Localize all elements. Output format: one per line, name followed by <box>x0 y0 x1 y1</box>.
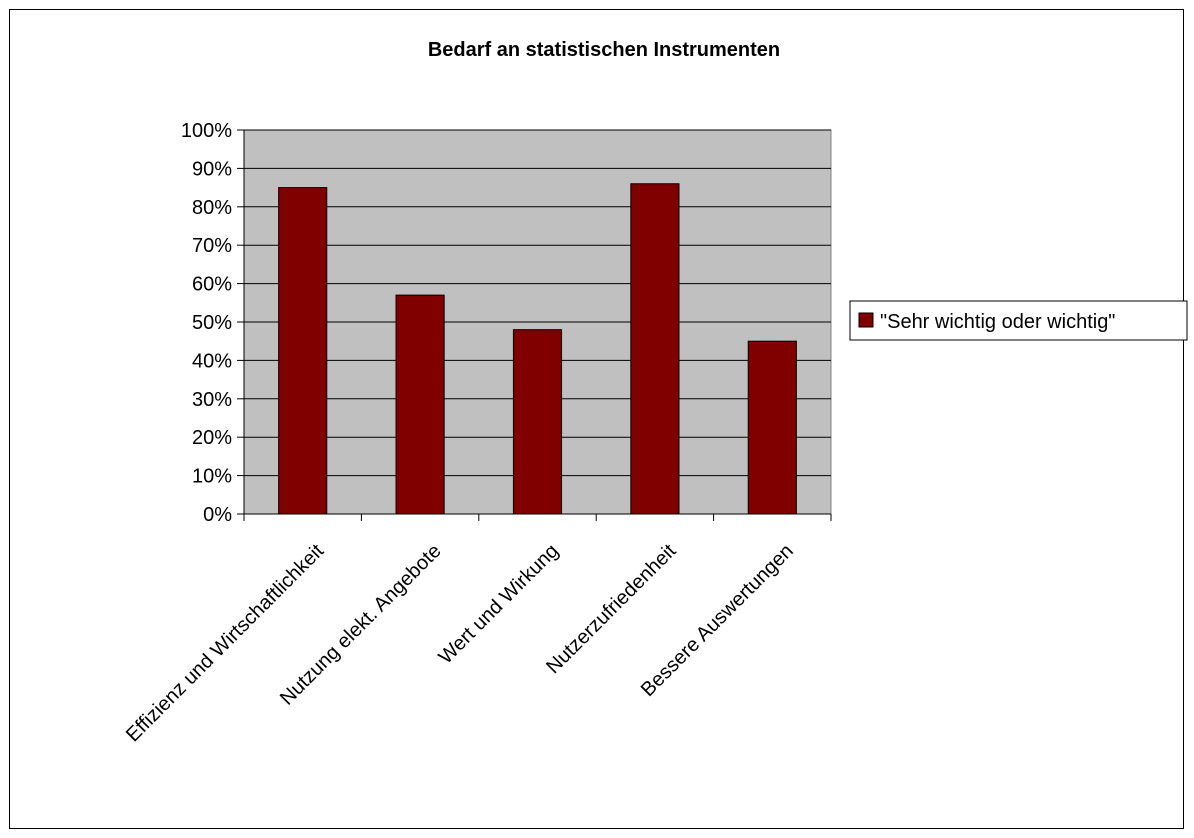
y-tick-label: 90% <box>192 158 232 180</box>
chart-title: Bedarf an statistischen Instrumenten <box>428 39 780 61</box>
y-tick-label: 70% <box>192 235 232 257</box>
y-tick-label: 10% <box>192 466 232 488</box>
y-tick-label: 30% <box>192 389 232 411</box>
legend-box <box>849 300 1188 341</box>
bar <box>278 187 328 515</box>
y-tick-label: 60% <box>192 274 232 296</box>
bar <box>747 340 797 515</box>
x-tick-label: Effizienz und Wirtschaftlichkeit <box>122 540 329 747</box>
bar <box>630 183 680 515</box>
legend-swatch <box>858 312 874 328</box>
y-tick-label: 40% <box>192 350 232 372</box>
x-tick-label: Wert und Wirkung <box>435 540 563 668</box>
y-tick-label: 0% <box>203 504 232 526</box>
legend: "Sehr wichtig oder wichtig" <box>849 300 1188 341</box>
y-tick-label: 100% <box>181 120 232 142</box>
y-tick-label: 20% <box>192 427 232 449</box>
bar <box>395 294 445 515</box>
legend-label: "Sehr wichtig oder wichtig" <box>880 311 1115 333</box>
x-tick-label: Nutzerzufriedenheit <box>542 540 681 679</box>
y-tick-label: 50% <box>192 312 232 334</box>
y-tick-label: 80% <box>192 197 232 219</box>
bar <box>512 329 563 515</box>
